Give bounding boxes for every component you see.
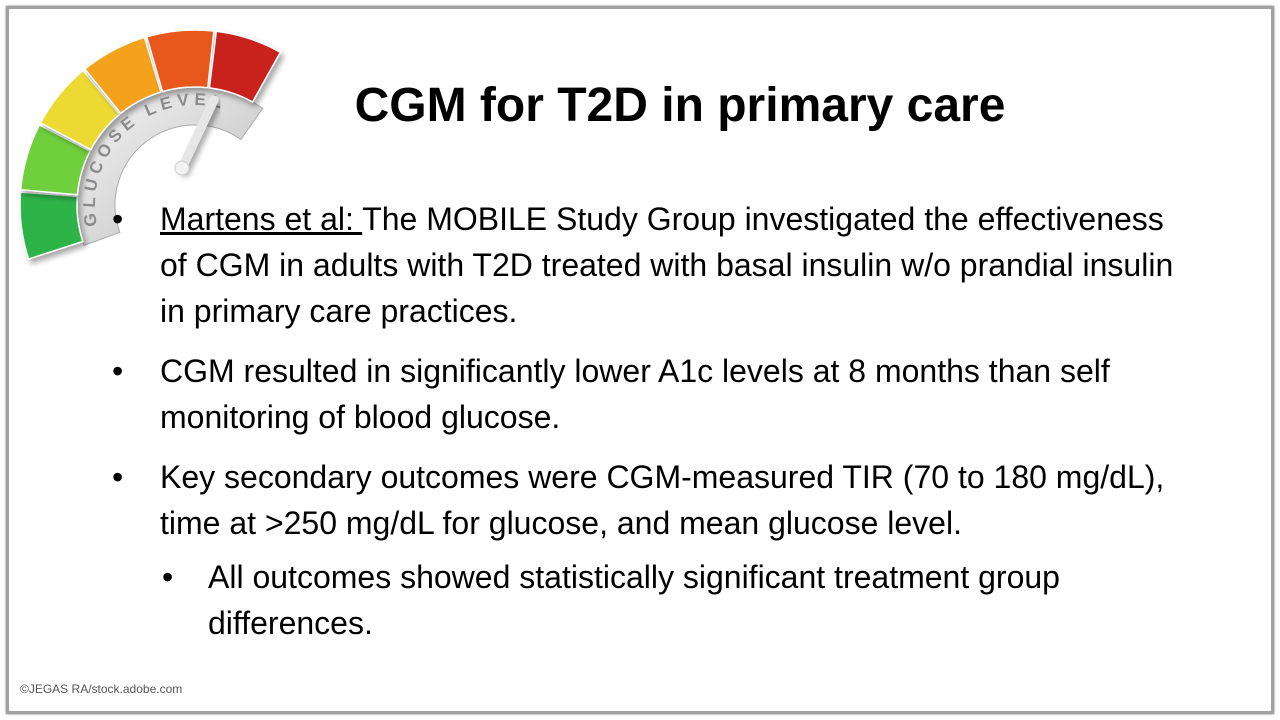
slide-title: CGM for T2D in primary care	[354, 79, 1006, 132]
bullet-text: Key secondary outcomes were CGM-measured…	[160, 459, 1165, 541]
bullet-list: Martens et al: The MOBILE Study Group in…	[0, 196, 1195, 660]
bullet: Martens et al: The MOBILE Study Group in…	[0, 196, 1195, 334]
image-credit: ©JEGAS RA/stock.adobe.com	[20, 682, 183, 696]
bullet: Key secondary outcomes were CGM-measured…	[0, 454, 1195, 546]
sub-bullet: All outcomes showed statistically signif…	[0, 554, 1108, 646]
gauge-segment	[39, 69, 121, 151]
bullet: CGM resulted in significantly lower A1c …	[0, 348, 1140, 440]
bullet-text: The MOBILE Study Group investigated the …	[160, 201, 1174, 329]
gauge-segment	[145, 29, 215, 93]
gauge-needle	[177, 95, 219, 173]
bullet-lead: Martens et al:	[160, 201, 363, 237]
needle-hub	[174, 160, 190, 176]
gauge-segment	[19, 123, 92, 196]
gauge-segment	[83, 36, 162, 115]
gauge-segment	[208, 30, 282, 104]
glucose-gauge: GLUCOSE LEVEL	[19, 29, 282, 261]
bullet-text: All outcomes showed statistically signif…	[208, 559, 1060, 641]
bullet-text: CGM resulted in significantly lower A1c …	[160, 353, 1110, 435]
